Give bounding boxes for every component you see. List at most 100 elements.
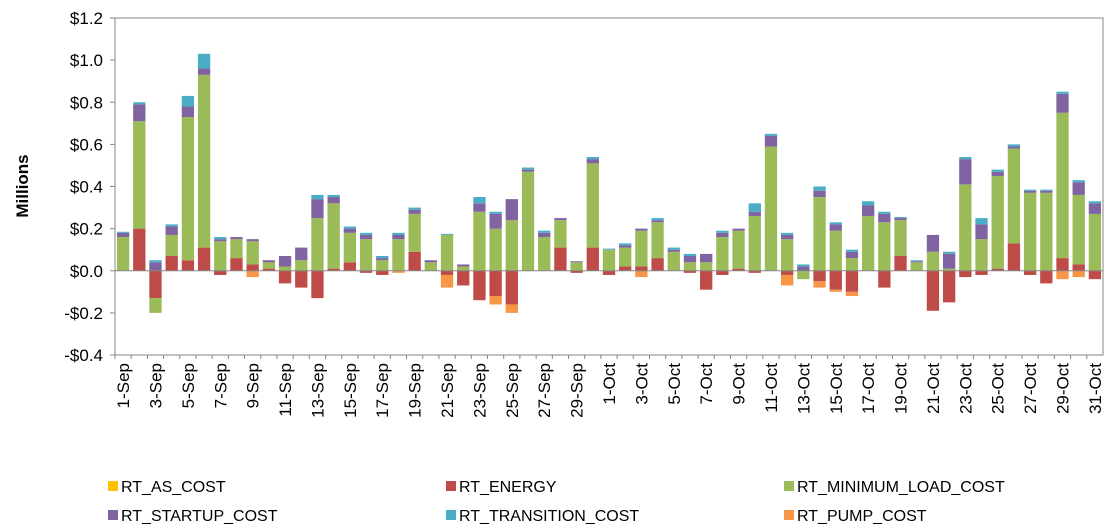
bar-segment: [894, 256, 907, 271]
bar-segment: [813, 186, 826, 191]
bar-segment: [1023, 190, 1037, 193]
bar-segment: [878, 211, 891, 214]
bar-segment: [489, 270, 502, 297]
bar-segment: [845, 251, 859, 259]
bar-segment: [181, 106, 195, 117]
plot-area: [114, 17, 1104, 356]
bar-segment: [165, 256, 178, 271]
bar-segment: [797, 266, 810, 271]
x-tick-label: 5-Sep: [179, 363, 198, 408]
bar-segment: [602, 248, 616, 250]
legend-label: RT_MINIMUM_LOAD_COST: [797, 479, 1005, 496]
bar-segment: [942, 268, 956, 271]
bar-segment: [942, 251, 956, 254]
bar-segment: [797, 264, 810, 267]
bar-segment: [845, 270, 859, 292]
bar-segment: [1056, 112, 1069, 259]
bar-segment: [959, 157, 972, 160]
x-tick-label: 3-Oct: [632, 363, 651, 405]
bar-segment: [845, 291, 859, 297]
x-tick-label: 1-Sep: [114, 363, 133, 408]
y-tick-label: $0.4: [70, 178, 103, 197]
bar-segment: [408, 207, 421, 210]
bar-segment: [635, 270, 648, 278]
bar-segment: [376, 256, 389, 259]
bar-segment: [489, 213, 502, 229]
bar-segment: [975, 239, 988, 271]
bar-segment: [165, 226, 178, 235]
bar-segment: [133, 121, 146, 229]
x-tick-label: 15-Sep: [341, 363, 360, 418]
bar-segment: [1088, 270, 1102, 280]
bar-segment: [748, 215, 761, 271]
bar-segment: [878, 213, 891, 223]
bar-segment: [1040, 189, 1053, 191]
bar-segment: [991, 169, 1004, 172]
x-tick-label: 25-Oct: [989, 363, 1008, 414]
bar-segment: [683, 262, 697, 271]
bar-segment: [651, 222, 664, 259]
bar-segment: [667, 251, 680, 271]
x-tick-label: 19-Oct: [892, 363, 911, 414]
x-tick-label: 3-Sep: [146, 363, 165, 408]
bar-segment: [861, 215, 875, 271]
bar-segment: [1056, 91, 1069, 94]
y-tick-label: $1.0: [70, 51, 103, 70]
bar-segment: [716, 270, 729, 275]
bar-segment: [683, 270, 697, 273]
bar-segment: [457, 264, 470, 267]
bar-segment: [959, 159, 972, 185]
bar-segment: [1023, 270, 1037, 275]
x-tick-label: 13-Sep: [308, 363, 327, 418]
bar-segment: [359, 270, 373, 273]
bar-segment: [473, 203, 486, 212]
x-tick-label: 11-Sep: [276, 363, 295, 417]
bar-segment: [894, 218, 907, 221]
bar-segment: [473, 270, 486, 301]
legend-swatch: [784, 481, 794, 491]
bar-segment: [570, 261, 583, 263]
bar-segment: [505, 220, 518, 271]
bar-segment: [359, 239, 373, 271]
bar-segment: [878, 222, 891, 271]
bar-segment: [392, 234, 405, 240]
bar-segment: [295, 270, 308, 288]
bar-segment: [1040, 190, 1053, 193]
bar-segment: [343, 226, 357, 229]
bar-segment: [1072, 180, 1085, 183]
legend-swatch: [446, 510, 456, 520]
x-tick-label: 31-Oct: [1086, 363, 1105, 414]
bar-segment: [926, 270, 940, 311]
bar-segment: [262, 268, 276, 271]
bar-segment: [359, 234, 373, 240]
bar-segment: [197, 53, 211, 69]
bar-segment: [894, 217, 907, 219]
legend-swatch: [446, 481, 456, 491]
bar-segment: [716, 232, 729, 238]
bar-segment: [116, 232, 130, 238]
bar-segment: [716, 230, 729, 233]
bar-segment: [619, 245, 632, 248]
bar-segment: [392, 239, 405, 271]
bar-segment: [845, 249, 859, 252]
x-tick-label: 27-Oct: [1021, 363, 1040, 414]
bar-segment: [392, 232, 405, 235]
bar-segment: [214, 237, 227, 240]
bar-segment: [214, 270, 227, 275]
bar-segment: [635, 228, 648, 231]
x-tick-label: 13-Oct: [794, 363, 813, 414]
bar-segment: [165, 234, 178, 257]
bar-segment: [764, 146, 778, 271]
bar-segment: [700, 253, 713, 263]
bar-segment: [408, 251, 421, 271]
bar-segment: [829, 224, 842, 231]
y-tick-label: $0.6: [70, 135, 103, 154]
x-tick-label: 21-Oct: [924, 363, 943, 414]
bar-segment: [700, 270, 713, 290]
bar-segment: [489, 211, 502, 214]
bar-segment: [1007, 144, 1021, 147]
bar-segment: [894, 220, 907, 257]
bar-segment: [327, 197, 340, 204]
x-tick-label: 1-Oct: [600, 363, 619, 405]
y-tick-label: -$0.2: [64, 304, 103, 323]
